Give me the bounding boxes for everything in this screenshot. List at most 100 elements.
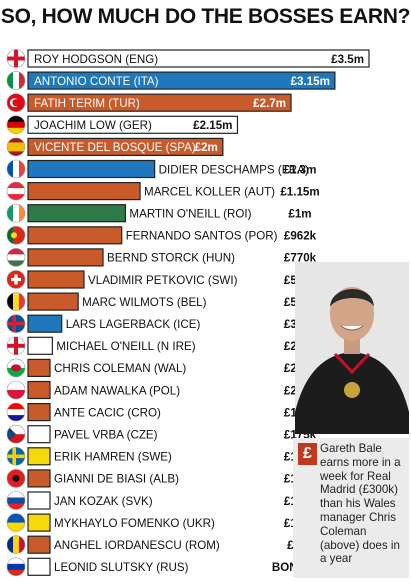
bar-label: ANTONIO CONTE (ITA)	[34, 75, 159, 88]
bar-label: MICHAEL O'NEILL (N IRE)	[56, 340, 195, 353]
bar-value-label: £3.5m	[331, 53, 364, 66]
bar	[27, 314, 63, 333]
bar-value-label: £2.15m	[193, 119, 232, 132]
bar-value-label: £1m	[288, 208, 311, 221]
chart-row: ROY HODGSON (ENG) £3.5m	[6, 49, 370, 68]
flag-cro-icon	[6, 402, 26, 422]
bar-value-label: £2.7m	[253, 97, 286, 110]
caption-box: £ Gareth Bale earns more in a week for R…	[293, 438, 409, 578]
bar	[27, 71, 336, 90]
bar	[27, 49, 370, 68]
flag-nir-icon	[6, 336, 26, 356]
bar	[27, 557, 51, 576]
chart-row: PAVEL VRBA (CZE) £175k	[6, 424, 317, 444]
bar-label: ROY HODGSON (ENG)	[34, 53, 158, 66]
chart-row: ANGHEL IORDANESCU (ROM)£92k	[6, 535, 313, 555]
bar	[27, 447, 51, 466]
chart-row: ANTE CACIC (CRO)£192k	[6, 402, 317, 422]
chart-row: MARTIN O'NEILL (ROI) £1m	[6, 203, 312, 223]
bar-value-label: £770k	[284, 252, 317, 265]
flag-rom-icon	[6, 535, 26, 555]
bar	[27, 115, 239, 134]
bar-label: VICENTE DEL BOSQUE (SPA)	[34, 141, 196, 154]
chart-row: CHRIS COLEMAN (WAL)£200k	[6, 358, 317, 378]
bar	[27, 513, 51, 532]
flag-aut-icon	[6, 181, 26, 201]
bar	[27, 469, 51, 488]
flag-swe-icon	[6, 446, 26, 466]
flag-alb-icon	[6, 469, 26, 488]
chart-row: JAN KOZAK (SVK)£138k	[6, 491, 317, 510]
bar	[27, 491, 51, 510]
bar-label: CHRIS COLEMAN (WAL)	[54, 362, 186, 375]
bar-label: BERND STORCK (HUN)	[107, 252, 235, 265]
flag-tur-icon	[6, 93, 26, 112]
bar-label: MARC WILMOTS (BEL)	[82, 296, 206, 309]
bar	[27, 204, 127, 223]
chart-title: SO, HOW MUCH DO THE BOSSES EARN?	[0, 5, 411, 28]
bar-label: FERNANDO SANTOS (POR)	[126, 230, 278, 243]
flag-ukr-icon	[6, 513, 26, 532]
bar	[27, 248, 104, 267]
manager-photo	[295, 262, 409, 434]
flag-bel-icon	[6, 292, 26, 311]
chart-row: ANTONIO CONTE (ITA) £3.15m	[6, 71, 336, 90]
bar-label: FATIH TERIM (TUR)	[34, 97, 140, 110]
bar-value-label: £2m	[195, 141, 218, 154]
bar-label: MARCEL KOLLER (AUT)	[144, 185, 275, 198]
bar	[27, 292, 79, 311]
bar-label: JOACHIM LOW (GER)	[34, 119, 152, 132]
chart-row: MARC WILMOTS (BEL)£515k	[6, 292, 317, 311]
chart-row: MICHAEL O'NEILL (N IRE)£250k	[6, 336, 317, 356]
bar	[27, 226, 123, 245]
flag-cze-icon	[6, 424, 26, 444]
flag-wal-icon	[6, 358, 26, 378]
bar-label: ANTE CACIC (CRO)	[54, 406, 161, 419]
bar	[27, 336, 53, 355]
manager-photo-illustration	[295, 262, 409, 434]
bar-label: MARTIN O'NEILL (ROI)	[129, 208, 251, 221]
bar-value-label: £1.15m	[280, 185, 319, 198]
bar-label: LARS LAGERBACK (ICE)	[66, 318, 201, 331]
chart-row: VICENTE DEL BOSQUE (SPA)£2m	[6, 137, 224, 157]
bar-label: ANGHEL IORDANESCU (ROM)	[54, 539, 220, 552]
bar	[27, 159, 156, 179]
flag-swi-icon	[6, 270, 26, 289]
bar-label: JAN KOZAK (SVK)	[54, 495, 153, 508]
bar-label: PAVEL VRBA (CZE)	[54, 429, 158, 442]
flag-ita-icon	[6, 71, 26, 90]
bar-label: VLADIMIR PETKOVIC (SWI)	[88, 274, 238, 287]
flag-hun-icon	[6, 248, 26, 267]
flag-ice-icon	[6, 314, 26, 334]
bar-value-label: £3.15m	[291, 75, 330, 88]
chart-row: VLADIMIR PETKOVIC (SWI)£575k	[6, 270, 317, 289]
flag-eng-icon	[6, 49, 26, 68]
bar	[27, 182, 141, 201]
bar	[27, 270, 85, 289]
chart-row: FATIH TERIM (TUR) £2.7m	[6, 93, 292, 112]
flag-rus-icon	[6, 557, 26, 577]
chart-row: GIANNI DE BIASI (ALB)£154k	[6, 469, 317, 488]
chart-row: FERNANDO SANTOS (POR) £962k	[6, 226, 317, 245]
bar	[27, 358, 51, 377]
flag-svk-icon	[6, 491, 26, 510]
bar	[27, 137, 224, 156]
bar-label: MYKHAYLO FOMENKO (UKR)	[54, 517, 215, 530]
chart-row: ERIK HAMREN (SWE)£154k	[6, 446, 317, 466]
chart-row: JOACHIM LOW (GER) £2.15m	[6, 115, 239, 135]
flag-por-icon	[6, 226, 26, 245]
flag-roi-icon	[6, 203, 26, 223]
bar-label: LEONID SLUTSKY (RUS)	[54, 561, 189, 574]
bar-label: DIDIER DESCHAMPS (FRA)	[159, 163, 309, 176]
flag-spa-icon	[6, 137, 26, 157]
flag-ger-icon	[6, 115, 26, 135]
chart-row: DIDIER DESCHAMPS (FRA)£1.3m	[6, 159, 316, 179]
bar-value-label: £962k	[284, 230, 317, 243]
bar	[27, 535, 51, 554]
chart-row: MARCEL KOLLER (AUT) £1.15m	[6, 181, 320, 201]
chart-row: ADAM NAWALKA (POL)£200k	[6, 380, 317, 400]
bar	[27, 380, 51, 400]
bar-label: GIANNI DE BIASI (ALB)	[54, 473, 179, 486]
bar-label: ERIK HAMREN (SWE)	[54, 451, 172, 464]
